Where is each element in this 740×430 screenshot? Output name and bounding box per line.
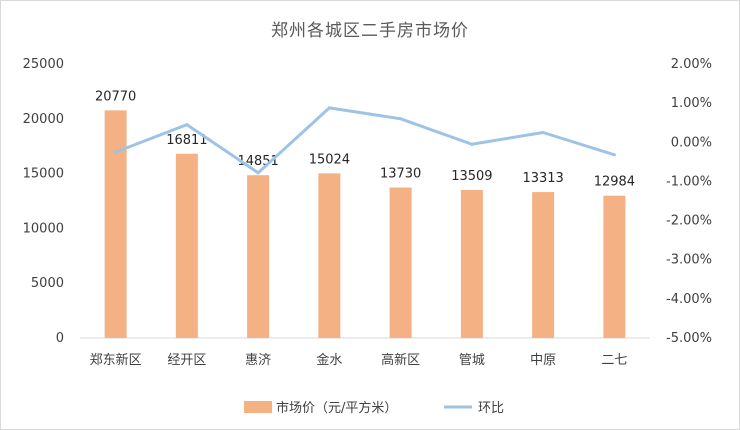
left-tick-label: 10000 [23, 221, 64, 236]
category-label: 经开区 [167, 353, 206, 368]
line-point [327, 106, 331, 110]
chart-title: 郑州各城区二手房市场价 [271, 21, 469, 41]
right-tick-label: 2.00% [671, 57, 712, 72]
legend-label-line: 环比 [478, 401, 504, 416]
category-label: 高新区 [381, 352, 420, 368]
bar [175, 153, 198, 338]
category-label: 郑东新区 [90, 352, 142, 368]
bar-data-label: 13509 [451, 169, 492, 184]
line-point [256, 171, 260, 175]
category-label: 管城 [459, 353, 485, 368]
left-tick-label: 25000 [23, 57, 64, 72]
line-series-path [114, 106, 616, 175]
line-point [114, 150, 118, 154]
bar [389, 187, 412, 338]
bar-data-label: 16811 [166, 133, 207, 148]
left-tick-label: 15000 [23, 167, 64, 182]
line-point [399, 117, 403, 121]
bar [603, 195, 626, 338]
left-tick-label: 0 [56, 331, 64, 346]
legend-swatch-bar [244, 401, 272, 413]
category-labels: 郑东新区 经开区 惠济 金水 高新区 管城 中原 二七 [90, 352, 628, 368]
left-tick-label: 5000 [31, 276, 64, 291]
line-point [470, 142, 474, 146]
bar [318, 173, 341, 338]
right-tick-label: -3.00% [666, 253, 712, 268]
category-label: 金水 [316, 352, 342, 368]
legend: 市场价（元/平方米） 环比 [244, 400, 504, 416]
bar-series [104, 110, 626, 338]
bar-data-label: 13313 [522, 171, 563, 186]
bar [460, 189, 483, 338]
category-label: 中原 [530, 353, 556, 368]
category-label: 惠济 [245, 353, 271, 368]
bar-data-label: 20770 [95, 89, 136, 104]
bar [104, 110, 127, 338]
line-point [612, 153, 616, 157]
bar-data-label: 12984 [594, 175, 635, 190]
right-tick-label: -2.00% [666, 214, 712, 229]
bar [532, 192, 555, 338]
right-tick-label: -5.00% [666, 331, 712, 346]
bar [247, 175, 270, 338]
left-axis-ticks: 0 5000 10000 15000 20000 25000 [23, 57, 64, 346]
category-label: 二七 [601, 353, 627, 368]
right-axis-ticks: -5.00% -4.00% -3.00% -2.00% -1.00% 0.00% 1.00%… [666, 57, 712, 346]
line-series [114, 106, 616, 175]
left-tick-label: 20000 [23, 112, 64, 127]
bar-data-label: 13730 [380, 167, 421, 182]
legend-label-bar: 市场价（元/平方米） [276, 400, 397, 416]
line-point [541, 131, 545, 134]
right-tick-label: 1.00% [671, 96, 712, 111]
right-tick-label: -1.00% [666, 174, 712, 189]
bar-data-label: 15024 [309, 152, 350, 167]
right-tick-label: 0.00% [671, 135, 712, 150]
line-point [185, 123, 189, 127]
right-tick-label: -4.00% [666, 292, 712, 307]
